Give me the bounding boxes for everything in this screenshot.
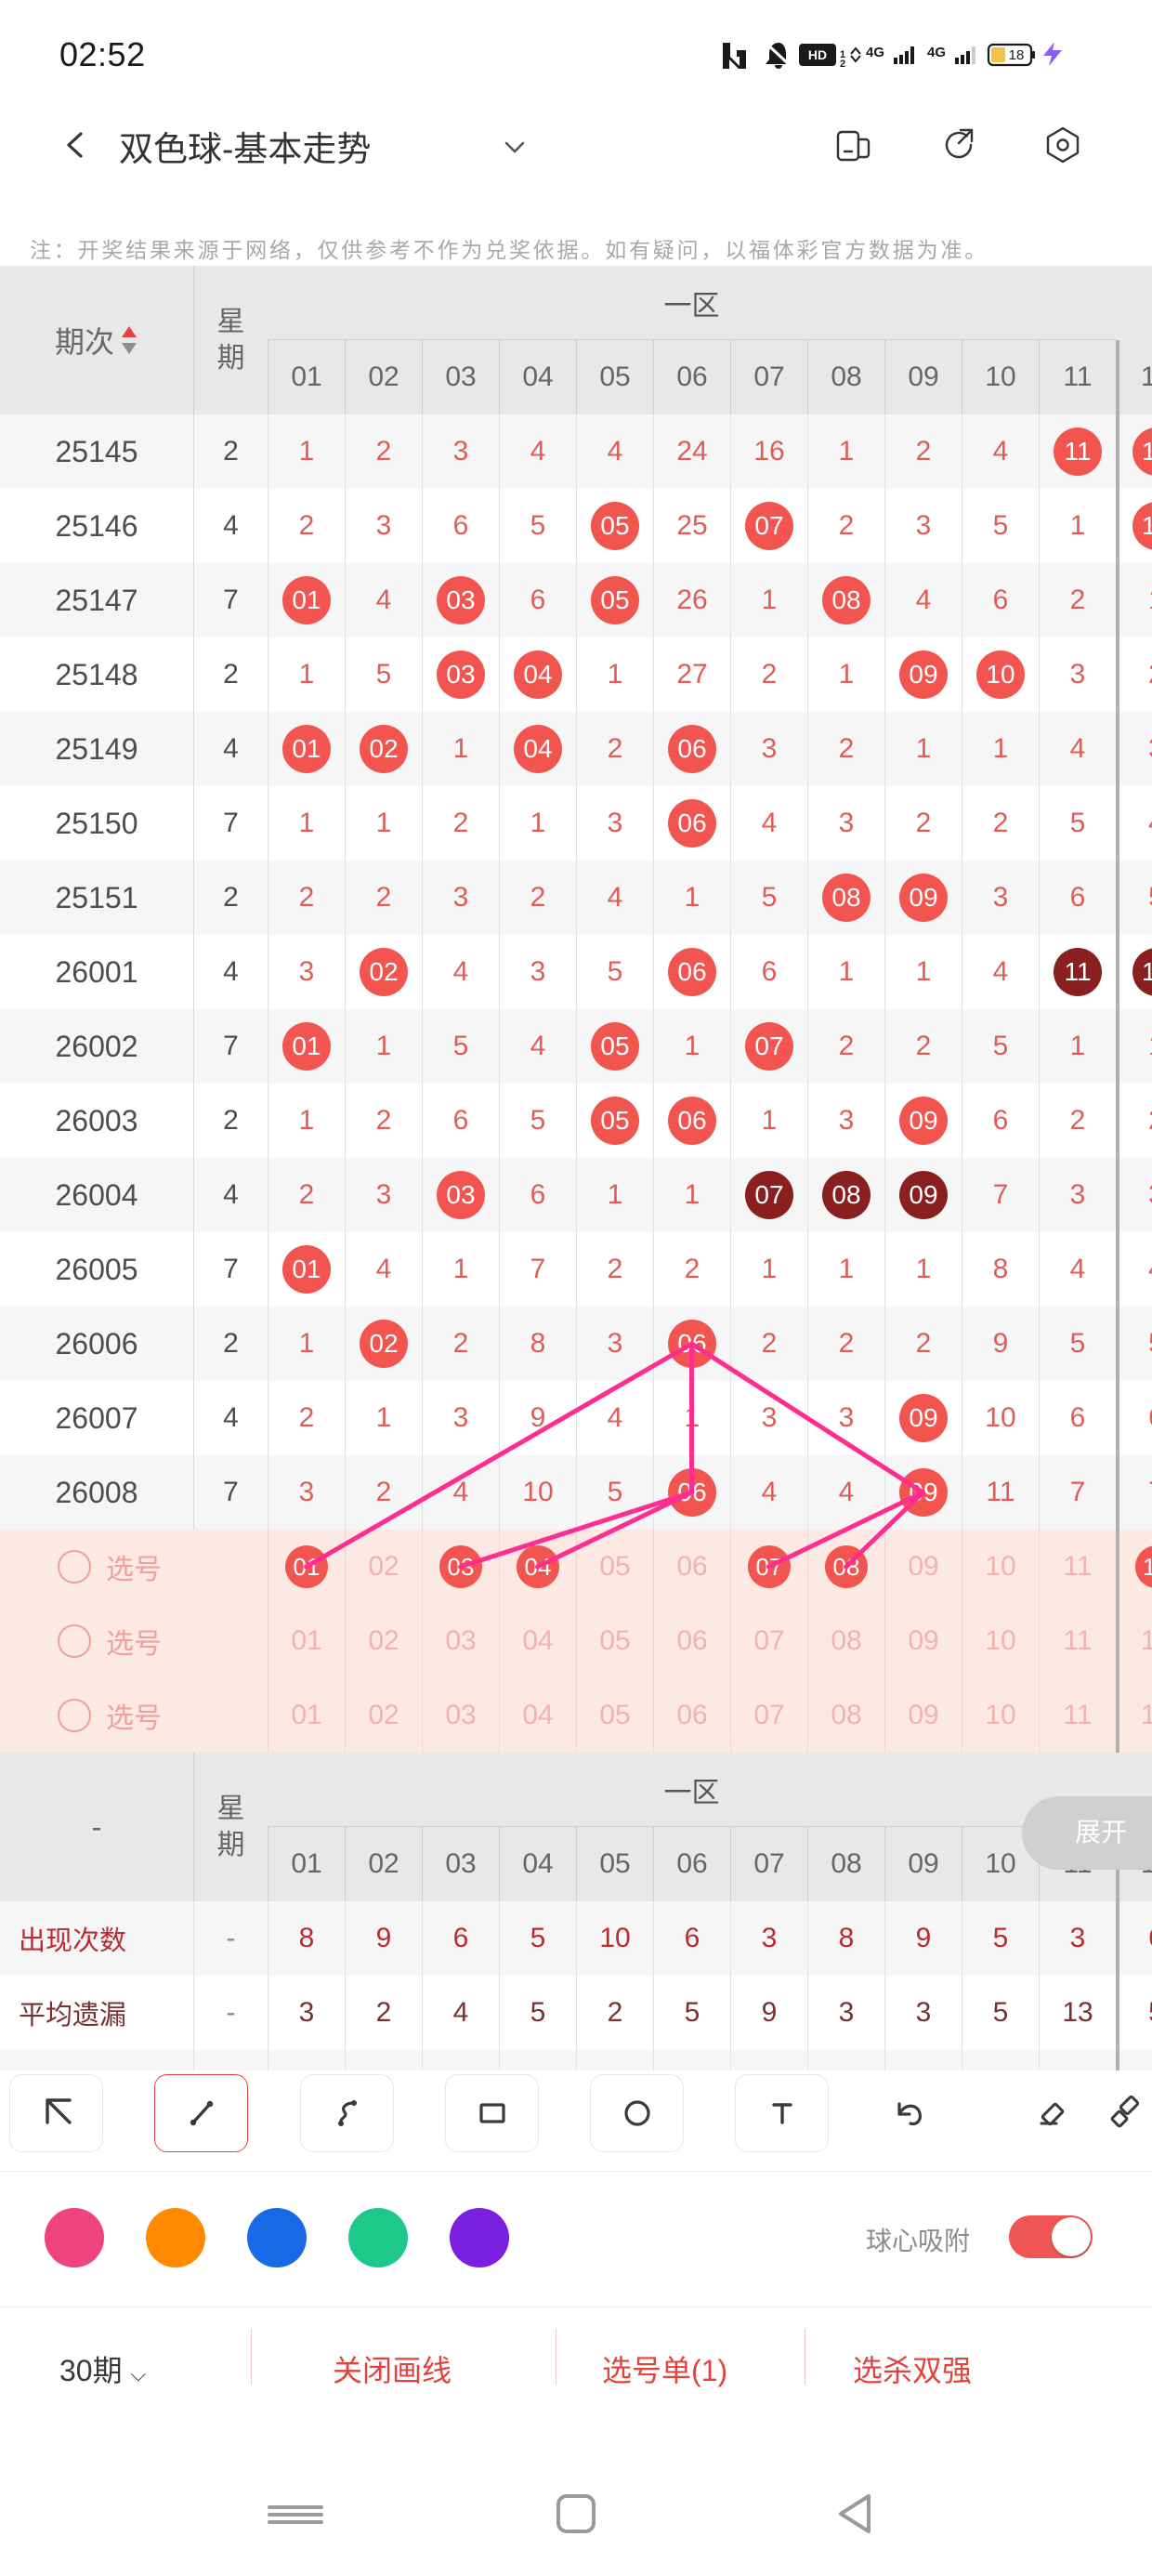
svg-text:4G: 4G [866, 45, 884, 60]
svg-text:HD: HD [808, 47, 827, 62]
svg-text:4G: 4G [927, 45, 946, 60]
svg-text:18: 18 [1009, 47, 1025, 63]
svg-text:2: 2 [840, 59, 845, 70]
